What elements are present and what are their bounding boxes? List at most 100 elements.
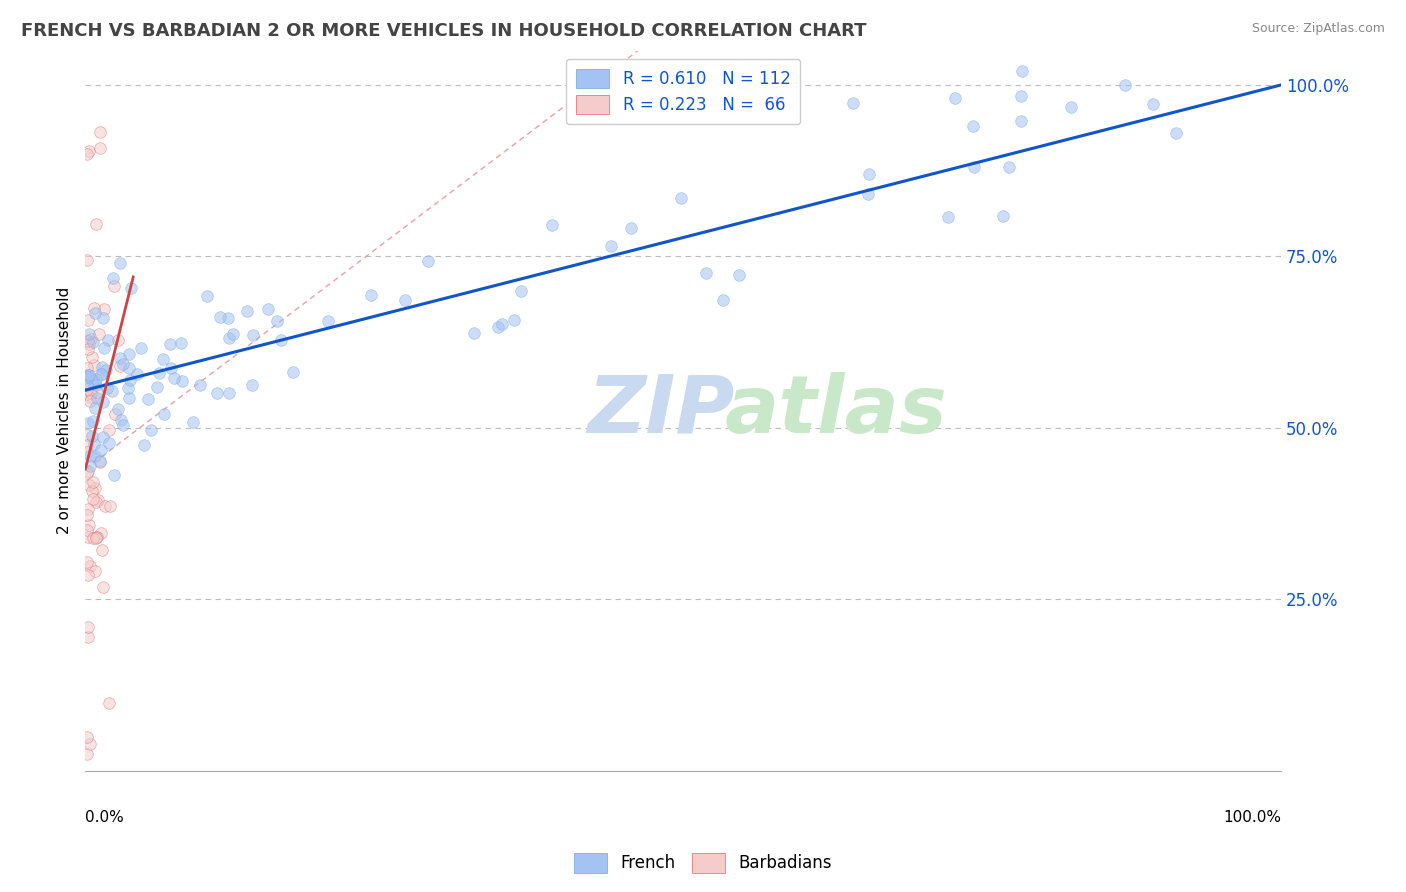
Text: ZIP: ZIP — [588, 372, 735, 450]
Point — [541, 218, 564, 232]
Point — [152, 352, 174, 367]
Point — [1142, 97, 1164, 112]
Point — [242, 327, 264, 342]
Point — [96, 381, 118, 395]
Point — [76, 334, 98, 349]
Point — [936, 210, 959, 224]
Point — [1060, 100, 1083, 114]
Point — [620, 220, 643, 235]
Point — [120, 373, 142, 387]
Point — [93, 302, 115, 317]
Point — [993, 209, 1015, 223]
Point — [77, 501, 100, 516]
Point — [858, 167, 880, 181]
Point — [97, 334, 120, 348]
Point — [76, 445, 98, 459]
Point — [208, 310, 231, 324]
Text: Source: ZipAtlas.com: Source: ZipAtlas.com — [1251, 22, 1385, 36]
Point — [90, 359, 112, 374]
Point — [76, 313, 98, 327]
Point — [90, 526, 112, 541]
Point — [84, 530, 107, 544]
Point — [80, 484, 103, 499]
Point — [77, 327, 100, 342]
Text: FRENCH VS BARBADIAN 2 OR MORE VEHICLES IN HOUSEHOLD CORRELATION CHART: FRENCH VS BARBADIAN 2 OR MORE VEHICLES I… — [21, 22, 866, 40]
Text: 0.0%: 0.0% — [86, 810, 124, 825]
Point — [218, 385, 240, 400]
Point — [86, 492, 108, 507]
Point — [103, 279, 125, 293]
Point — [91, 311, 114, 326]
Point — [86, 384, 108, 399]
Point — [84, 449, 107, 463]
Point — [118, 361, 141, 376]
Point — [79, 394, 101, 409]
Point — [91, 543, 114, 558]
Point — [84, 495, 107, 509]
Text: 100.0%: 100.0% — [1223, 810, 1281, 825]
Point — [80, 332, 103, 346]
Point — [107, 401, 129, 416]
Point — [118, 391, 141, 405]
Point — [510, 284, 533, 298]
Point — [77, 343, 100, 357]
Point — [76, 747, 98, 762]
Point — [1011, 64, 1033, 78]
Point — [84, 531, 107, 545]
Point — [82, 492, 104, 507]
Point — [90, 367, 112, 381]
Point — [77, 416, 100, 430]
Point — [98, 500, 121, 514]
Point — [360, 287, 382, 301]
Point — [711, 293, 734, 307]
Point — [107, 333, 129, 347]
Point — [82, 475, 104, 489]
Point — [120, 281, 142, 295]
Point — [108, 256, 131, 270]
Point — [77, 145, 100, 159]
Point — [1010, 114, 1032, 128]
Point — [1010, 88, 1032, 103]
Legend: R = 0.610   N = 112, R = 0.223   N =  66: R = 0.610 N = 112, R = 0.223 N = 66 — [565, 59, 800, 124]
Point — [76, 382, 98, 396]
Point — [76, 428, 98, 442]
Point — [82, 531, 104, 545]
Point — [76, 360, 98, 375]
Point — [84, 481, 107, 495]
Point — [117, 381, 139, 395]
Point — [695, 266, 717, 280]
Point — [77, 529, 100, 543]
Point — [77, 337, 100, 351]
Text: atlas: atlas — [725, 372, 948, 450]
Point — [76, 387, 98, 401]
Point — [218, 330, 240, 344]
Point — [111, 357, 134, 371]
Point — [80, 429, 103, 443]
Point — [103, 467, 125, 482]
Point — [207, 385, 229, 400]
Point — [89, 455, 111, 469]
Point — [82, 334, 104, 349]
Point — [84, 377, 107, 392]
Point — [110, 412, 132, 426]
Point — [83, 564, 105, 578]
Point — [76, 523, 98, 537]
Point — [79, 449, 101, 463]
Point — [266, 314, 288, 328]
Point — [89, 141, 111, 155]
Point — [86, 392, 108, 406]
Point — [221, 326, 243, 341]
Point — [856, 186, 879, 201]
Point — [159, 361, 181, 376]
Point — [77, 567, 100, 582]
Point — [486, 320, 509, 334]
Point — [82, 350, 104, 364]
Point — [91, 429, 114, 443]
Point — [77, 464, 100, 478]
Point — [463, 326, 485, 341]
Point — [96, 363, 118, 377]
Point — [76, 368, 98, 382]
Point — [728, 268, 751, 282]
Point — [97, 436, 120, 450]
Point — [76, 147, 98, 161]
